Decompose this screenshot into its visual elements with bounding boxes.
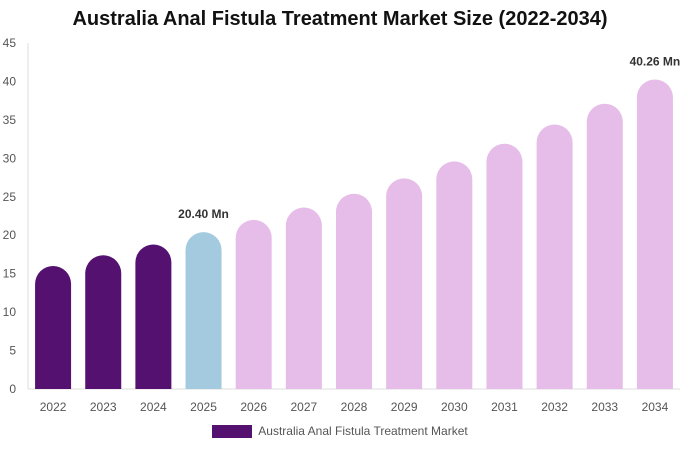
y-tick-label: 45 bbox=[3, 36, 17, 50]
x-tick-label: 2027 bbox=[290, 400, 317, 414]
x-tick-label: 2029 bbox=[391, 400, 418, 414]
x-tick-label: 2022 bbox=[40, 400, 67, 414]
bar-2033 bbox=[586, 103, 623, 390]
bar-2029 bbox=[386, 178, 423, 389]
x-tick-label: 2024 bbox=[140, 400, 167, 414]
x-tick-label: 2033 bbox=[591, 400, 618, 414]
bar-2028 bbox=[336, 193, 372, 389]
x-tick-label: 2028 bbox=[341, 400, 368, 414]
y-tick-label: 20 bbox=[3, 228, 17, 242]
chart-bars bbox=[35, 79, 673, 390]
y-tick-label: 10 bbox=[3, 305, 17, 319]
bar-2023 bbox=[85, 255, 122, 389]
legend-label: Australia Anal Fistula Treatment Market bbox=[258, 424, 468, 438]
bar-2034 bbox=[636, 79, 673, 389]
data-label-2034: 40.26 Mn bbox=[630, 54, 680, 68]
bar-2027 bbox=[285, 207, 322, 389]
bar-2032 bbox=[536, 124, 573, 389]
bar-2030 bbox=[436, 161, 473, 389]
y-tick-label: 35 bbox=[3, 113, 17, 127]
x-tick-label: 2023 bbox=[90, 400, 117, 414]
y-tick-label: 30 bbox=[3, 151, 17, 165]
chart-labels: 2022 2023 2024 2025 2026 2027 2028 2029 2030 2031… bbox=[40, 54, 680, 414]
legend: Australia Anal Fistula Treatment Market bbox=[0, 424, 680, 438]
y-tick-label: 25 bbox=[3, 190, 17, 204]
data-label-2025: 20.40 Mn bbox=[178, 207, 229, 221]
x-tick-label: 2025 bbox=[190, 400, 217, 414]
bar-2026 bbox=[235, 219, 272, 389]
x-tick-label: 2032 bbox=[541, 400, 568, 414]
x-tick-label: 2026 bbox=[240, 400, 267, 414]
bar-2022 bbox=[35, 265, 72, 389]
bar-2024 bbox=[135, 244, 172, 389]
y-tick-label: 40 bbox=[3, 74, 17, 88]
chart-title: Australia Anal Fistula Treatment Market … bbox=[72, 8, 608, 30]
bar-2025 bbox=[185, 232, 222, 389]
bar-2031 bbox=[486, 143, 523, 389]
x-tick-label: 2034 bbox=[642, 400, 669, 414]
x-tick-label: 2031 bbox=[491, 400, 518, 414]
x-tick-label: 2030 bbox=[441, 400, 468, 414]
y-tick-label: 0 bbox=[9, 382, 16, 396]
y-tick-label: 5 bbox=[9, 344, 16, 358]
legend-swatch bbox=[212, 424, 253, 438]
y-tick-label: 15 bbox=[3, 267, 17, 281]
